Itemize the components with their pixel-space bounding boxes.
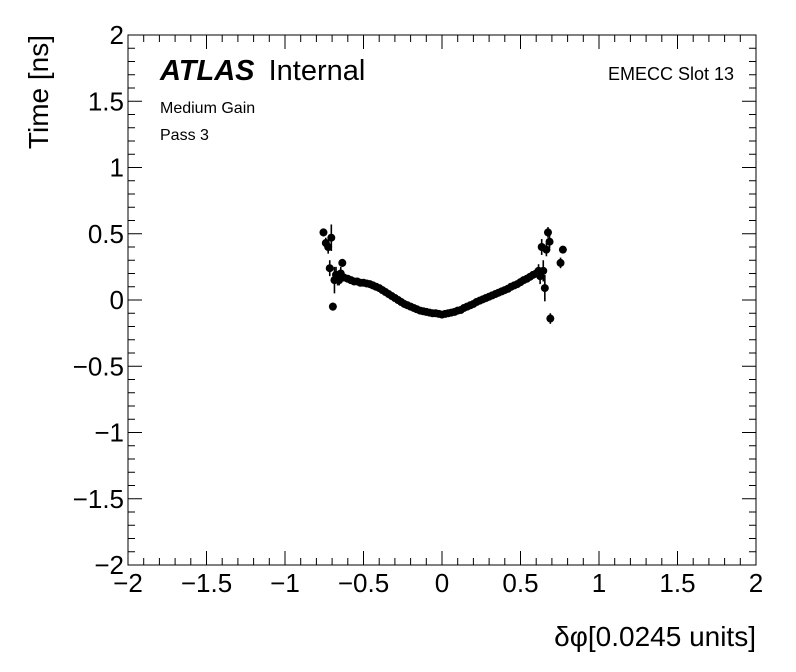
y-tick-label: 0.5 xyxy=(88,219,124,249)
data-point xyxy=(327,233,336,242)
data-point xyxy=(545,237,554,246)
y-tick-label: −0.5 xyxy=(73,351,124,381)
atlas-label: ATLAS Internal xyxy=(159,55,365,87)
x-tick-label: 2 xyxy=(749,568,763,598)
data-points xyxy=(319,224,567,324)
data-point xyxy=(546,314,555,323)
data-point xyxy=(540,284,549,293)
x-tick-label: 1.5 xyxy=(659,568,695,598)
y-tick-labels: −2 −1.5 −1 −0.5 0 0.5 1 1.5 2 xyxy=(73,20,124,580)
x-tick-label: −1.5 xyxy=(181,568,232,598)
data-point xyxy=(542,245,551,254)
y-tick-label: −1.5 xyxy=(73,484,124,514)
y-tick-label: 0 xyxy=(110,285,124,315)
y-tick-label: 2 xyxy=(110,20,124,50)
data-point xyxy=(539,266,548,275)
gain-label: Medium Gain xyxy=(160,100,255,117)
x-tick-label: 1 xyxy=(592,568,606,598)
pass-label: Pass 3 xyxy=(160,127,209,144)
data-point xyxy=(556,258,565,267)
data-point xyxy=(558,245,567,254)
data-point xyxy=(324,243,333,251)
y-tick-label: 1.5 xyxy=(88,86,124,116)
x-tick-label: −2 xyxy=(113,568,143,598)
data-point xyxy=(319,228,328,237)
axis-ticks xyxy=(127,34,757,566)
x-tick-labels: −2 −1.5 −1 −0.5 0 0.5 1 1.5 2 xyxy=(113,568,763,598)
x-tick-label: 0 xyxy=(435,568,449,598)
data-point xyxy=(543,228,552,237)
atlas-bold-label: ATLAS xyxy=(159,55,255,87)
slot-label: EMECC Slot 13 xyxy=(608,64,734,84)
x-axis-title: δφ[0.0245 units] xyxy=(554,621,756,652)
data-point xyxy=(338,258,347,267)
data-point xyxy=(328,302,337,311)
y-tick-label: −2 xyxy=(94,550,124,580)
y-tick-label: 1 xyxy=(110,153,124,183)
x-tick-label: 0.5 xyxy=(502,568,538,598)
y-axis-title: Time [ns] xyxy=(23,35,54,149)
y-tick-label: −1 xyxy=(94,418,124,448)
x-tick-label: −0.5 xyxy=(338,568,389,598)
x-tick-label: −1 xyxy=(270,568,300,598)
atlas-internal-label: Internal xyxy=(269,55,366,87)
data-point xyxy=(325,264,334,273)
